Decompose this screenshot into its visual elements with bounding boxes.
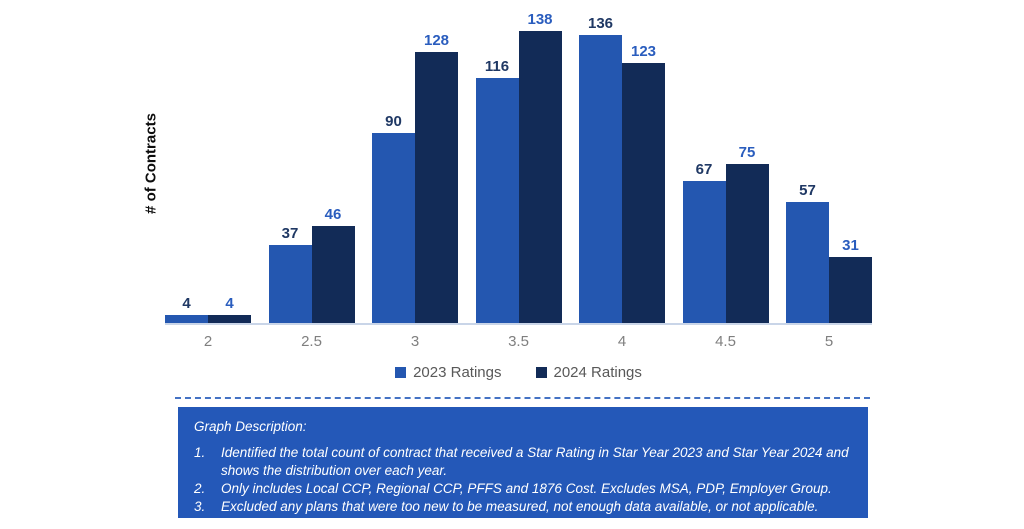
bar-value-label: 57 [799,182,816,199]
dashed-divider [175,397,870,399]
bar-group-2.5: 37 46 [268,205,355,323]
bar-unit-series-0: 37 [268,224,312,323]
bar-unit-series-1: 31 [829,236,872,323]
x-axis-ticks: 2 2.5 3 3.5 4 4.5 5 [165,333,872,350]
bar-series-1 [208,315,251,323]
x-tick-label: 3.5 [508,333,529,350]
bar-unit-series-0: 57 [786,181,829,323]
bar-series-0 [579,35,622,323]
y-axis-label: # of Contracts [142,113,160,214]
description-item-text: Excluded any plans that were too new to … [221,499,819,514]
bar-value-label: 116 [484,58,510,75]
legend-label: 2024 Ratings [553,364,642,381]
description-item-3: 3. Excluded any plans that were too new t… [194,498,852,516]
bar-value-label: 37 [281,225,299,242]
description-item-number: 2. [194,481,206,496]
legend-swatch-icon [395,367,407,378]
bar-group-4: 136 123 [579,14,665,323]
bar-series-0 [682,181,726,323]
bar-series-0 [475,78,519,323]
bar-value-label: 46 [324,206,342,223]
bar-series-0 [165,315,208,323]
legend-swatch-icon [535,367,547,378]
x-tick-label: 3 [410,333,420,350]
description-item-number: 1. [194,445,206,460]
chart-area: 4 4 37 46 90 128 116 138 136 123 67 75 57 31 2 2.5 3 3.5… [165,10,872,381]
bar-series-1 [622,63,665,323]
bar-unit-series-0: 90 [372,112,415,323]
bar-unit-series-1: 123 [622,42,665,323]
graph-description-list: 1. Identified the total count of contract… [194,444,852,516]
bar-unit-series-1: 75 [725,143,769,323]
bar-series-1 [518,31,562,323]
bar-group-4.5: 67 75 [682,143,769,323]
x-tick-label: 4 [617,333,627,350]
bar-unit-series-1: 4 [208,294,251,323]
legend-item-1: 2024 Ratings [535,364,642,381]
plot-area: 4 4 37 46 90 128 116 138 136 123 67 75 57 31 [165,10,872,325]
bar-value-label: 75 [738,144,756,161]
bar-series-1 [311,226,355,323]
bar-series-0 [268,245,312,323]
bar-value-label: 4 [182,295,191,312]
bar-value-label: 136 [587,15,614,32]
x-tick-label: 5 [824,333,834,350]
description-item-text: Only includes Local CCP, Regional CCP, P… [221,481,832,496]
graph-description-title: Graph Description: [194,419,307,434]
bar-value-label: 31 [842,237,859,254]
bar-group-3.5: 116 138 [475,10,562,323]
bar-value-label: 4 [225,295,234,312]
bar-unit-series-1: 46 [311,205,355,323]
bar-value-label: 67 [695,161,713,178]
chart-legend: 2023 Ratings 2024 Ratings [165,364,872,381]
bar-unit-series-1: 128 [415,31,458,323]
description-item-number: 3. [194,499,206,514]
x-tick-label: 2.5 [301,333,322,350]
bar-series-0 [372,133,415,323]
bar-series-1 [415,52,458,323]
legend-label: 2023 Ratings [413,364,502,381]
graph-description-panel: Graph Description: 1. Identified the tota… [178,407,868,518]
x-tick-label: 2 [203,333,213,350]
description-item-text: Identified the total count of contract t… [221,445,849,478]
description-item-2: 2. Only includes Local CCP, Regional CCP,… [194,480,852,498]
description-item-1: 1. Identified the total count of contract… [194,444,852,480]
bar-value-label: 138 [527,11,553,28]
bar-group-5: 57 31 [786,181,872,323]
bar-unit-series-0: 136 [579,14,622,323]
bar-unit-series-0: 116 [475,57,519,323]
bar-value-label: 123 [630,43,657,60]
x-tick-label: 4.5 [715,333,736,350]
bar-series-1 [829,257,872,323]
bar-series-1 [725,164,769,323]
bar-unit-series-1: 138 [518,10,562,323]
bar-value-label: 128 [423,32,450,49]
legend-item-0: 2023 Ratings [395,364,502,381]
bar-series-0 [786,202,829,323]
bar-unit-series-0: 67 [682,160,726,323]
bar-group-3: 90 128 [372,31,458,323]
bar-unit-series-0: 4 [165,294,208,323]
bar-value-label: 90 [385,113,402,130]
